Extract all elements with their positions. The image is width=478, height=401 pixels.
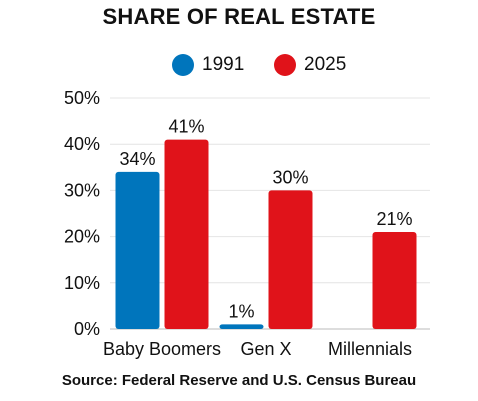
- bar-gen-x-2025: [268, 190, 313, 329]
- bar-baby-boomers-1991: [115, 171, 160, 329]
- legend: 1991 2025: [0, 52, 478, 78]
- category-label: Gen X: [240, 339, 291, 359]
- source-note: Source: Federal Reserve and U.S. Census …: [61, 372, 417, 389]
- legend-swatch-1991: [172, 54, 194, 76]
- y-tick-label: 40%: [64, 134, 100, 154]
- y-tick-label: 0%: [74, 319, 100, 339]
- y-tick-label: 50%: [64, 88, 100, 108]
- category-label: Baby Boomers: [103, 339, 221, 359]
- data-label-baby-boomers-2025: 41%: [168, 117, 204, 137]
- data-label-millennials-2025: 21%: [376, 209, 412, 229]
- legend-item-2025: 2025: [274, 52, 346, 78]
- y-tick-label: 30%: [64, 180, 100, 200]
- chart-title: SHARE OF REAL ESTATE: [102, 4, 376, 29]
- y-tick-label: 10%: [64, 273, 100, 293]
- data-label-gen-x-2025: 30%: [272, 167, 308, 187]
- data-label-baby-boomers-1991: 34%: [119, 149, 155, 169]
- legend-item-1991: 1991: [172, 52, 244, 78]
- legend-label-1991: 1991: [202, 54, 245, 75]
- bar-baby-boomers-2025: [164, 139, 209, 329]
- y-tick-label: 20%: [64, 227, 100, 247]
- data-label-gen-x-1991: 1%: [228, 301, 254, 321]
- bar-millennials-2025: [372, 231, 417, 329]
- legend-swatch-2025: [274, 54, 296, 76]
- bar-gen-x-1991: [219, 324, 264, 329]
- legend-label-2025: 2025: [304, 54, 347, 75]
- category-label: Millennials: [328, 339, 412, 359]
